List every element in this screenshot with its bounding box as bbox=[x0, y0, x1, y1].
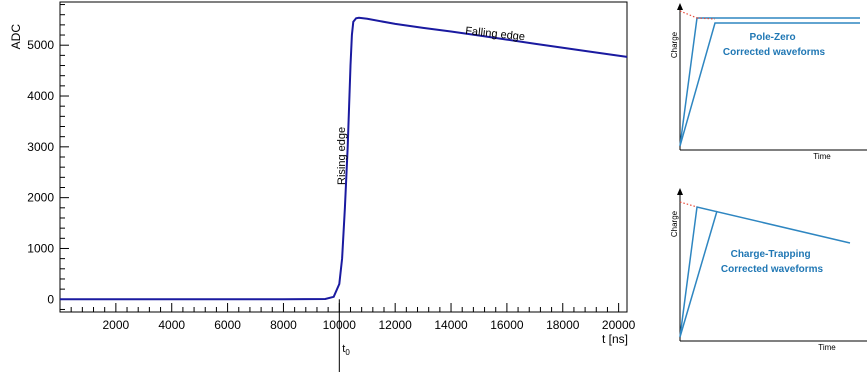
pz-ylabel: Charge bbox=[670, 31, 679, 58]
x-tick-label: 20000 bbox=[602, 318, 636, 332]
y-tick-label: 3000 bbox=[27, 140, 54, 154]
x-tick-label: 8000 bbox=[270, 318, 297, 332]
pz-y-arrow bbox=[677, 3, 683, 10]
ct-title-line1: Charge-Trapping bbox=[731, 249, 811, 260]
pz-title-line2: Corrected waveforms bbox=[723, 47, 826, 58]
main-tick-labels: 2000 4000 6000 8000 10000 12000 14000 16000 1800… bbox=[27, 38, 635, 332]
y-tick-label: 1000 bbox=[27, 241, 54, 255]
pz-waveform-slow bbox=[679, 22, 860, 147]
x-tick-label: 18000 bbox=[546, 318, 580, 332]
ct-title-line2: Corrected waveforms bbox=[721, 264, 824, 275]
pz-dotted-baseline bbox=[679, 10, 698, 19]
pz-title: Pole-Zero Corrected waveforms bbox=[723, 32, 826, 58]
pole-zero-schematic: Charge Time Pole-Zero Corrected waveform… bbox=[670, 3, 867, 161]
ct-dotted-baseline bbox=[679, 201, 698, 208]
y-tick-label: 0 bbox=[47, 292, 54, 306]
x-tick-label: 16000 bbox=[490, 318, 524, 332]
pz-xlabel: Time bbox=[813, 152, 831, 161]
ct-waveform-slow bbox=[679, 210, 718, 338]
ct-y-arrow bbox=[677, 188, 683, 195]
x-tick-label: 2000 bbox=[103, 318, 130, 332]
ct-title: Charge-Trapping Corrected waveforms bbox=[721, 249, 824, 275]
x-tick-label: 4000 bbox=[158, 318, 185, 332]
x-tick-label: 14000 bbox=[434, 318, 468, 332]
t0-label: t0 bbox=[342, 343, 350, 357]
ct-xlabel: Time bbox=[818, 343, 836, 352]
pz-title-line1: Pole-Zero bbox=[750, 32, 796, 43]
x-tick-label: 6000 bbox=[214, 318, 241, 332]
charge-trapping-schematic: Charge Time Charge-Trapping Corrected wa… bbox=[670, 188, 867, 352]
waveform-line bbox=[60, 16, 628, 301]
y-axis-label: ADC bbox=[9, 24, 23, 50]
t0-label-sub: 0 bbox=[345, 348, 350, 357]
rising-edge-label: Rising edge bbox=[336, 127, 348, 185]
pz-dotted-extension bbox=[696, 17, 716, 20]
ct-ylabel: Charge bbox=[670, 210, 679, 237]
x-axis-label: t [ns] bbox=[602, 332, 628, 346]
falling-edge-label: Falling edge bbox=[465, 25, 526, 43]
x-tick-label: 12000 bbox=[378, 318, 412, 332]
y-tick-label: 5000 bbox=[27, 38, 54, 52]
main-axis-ticks bbox=[60, 4, 620, 312]
y-tick-label: 2000 bbox=[27, 191, 54, 205]
y-tick-label: 4000 bbox=[27, 89, 54, 103]
t0-label-main: t bbox=[342, 343, 345, 355]
